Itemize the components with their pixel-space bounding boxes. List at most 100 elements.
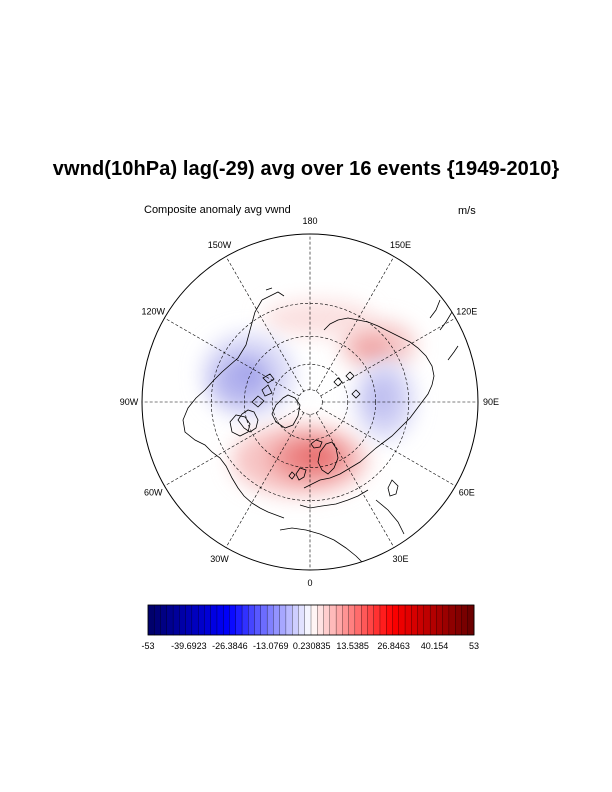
meridian-line bbox=[320, 407, 456, 487]
colorbar-box bbox=[241, 604, 249, 636]
colorbar-box bbox=[273, 604, 281, 636]
graticule bbox=[142, 234, 478, 570]
meridian-line bbox=[315, 256, 395, 392]
colorbar-box bbox=[179, 604, 187, 636]
coastline-north-america bbox=[182, 299, 285, 519]
colorbar-box bbox=[254, 604, 262, 636]
colorbar-box bbox=[360, 604, 368, 636]
coastline-canadian-archipelago bbox=[251, 373, 275, 408]
colorbar-box bbox=[229, 604, 237, 636]
colorbar-box bbox=[298, 604, 306, 636]
colorbar-frame bbox=[147, 604, 475, 636]
colorbar-box bbox=[160, 604, 168, 636]
colorbar-box bbox=[185, 604, 193, 636]
colorbar-box bbox=[423, 604, 431, 636]
colorbar-tick-label: 26.8463 bbox=[377, 641, 410, 651]
colorbar-box bbox=[455, 604, 462, 636]
coastline-alaska bbox=[261, 287, 285, 301]
longitude-label: 60E bbox=[459, 488, 475, 498]
colorbar-box bbox=[398, 604, 406, 636]
colorbar-box bbox=[342, 604, 350, 636]
colorbar-box bbox=[373, 604, 381, 636]
colorbar-box bbox=[367, 604, 375, 636]
longitude-label: 120E bbox=[456, 307, 477, 317]
longitude-label: 60W bbox=[144, 488, 163, 498]
anomaly-field bbox=[142, 234, 478, 570]
meridian-line bbox=[225, 256, 305, 392]
units-label: m/s bbox=[458, 205, 476, 217]
colorbar-box bbox=[404, 604, 412, 636]
plot-title: vwnd(10hPa) lag(-29) avg over 16 events … bbox=[52, 158, 560, 180]
colorbar-tick-label: 40.154 bbox=[421, 641, 449, 651]
longitude-label: 30E bbox=[392, 554, 408, 564]
meridian-line bbox=[320, 317, 456, 397]
colorbar-box bbox=[392, 604, 400, 636]
left-subtitle: Composite anomaly avg vwnd bbox=[144, 204, 291, 216]
colorbar-box bbox=[216, 604, 224, 636]
colorbar-box bbox=[210, 604, 218, 636]
colorbar-box bbox=[223, 604, 230, 636]
coastline-arctic-islands bbox=[333, 371, 361, 399]
coastline-iceland bbox=[310, 439, 323, 449]
colorbar-box bbox=[317, 604, 324, 636]
colorbar-tick-label: 13.5385 bbox=[336, 641, 369, 651]
colorbar-tick-label: -39.6923 bbox=[171, 641, 207, 651]
longitude-label: 90W bbox=[120, 397, 139, 407]
colorbar-box bbox=[467, 604, 475, 636]
colorbar-box bbox=[354, 604, 362, 636]
colorbar-box bbox=[411, 604, 419, 636]
colorbar-box bbox=[304, 604, 312, 636]
colorbar-box bbox=[448, 604, 456, 636]
colorbar-box bbox=[197, 604, 205, 636]
colorbar-box bbox=[204, 604, 212, 636]
colorbar-box bbox=[461, 604, 469, 636]
colorbar-box bbox=[260, 604, 268, 636]
longitude-label: 90E bbox=[483, 397, 499, 407]
colorbar: -53 -39.6923 -26.3846 -13.0769 0.230835 13.53… bbox=[141, 604, 479, 651]
coastline-greenland bbox=[271, 394, 301, 429]
coastline-uk bbox=[288, 467, 307, 481]
longitude-label: 30W bbox=[210, 554, 229, 564]
meridian-line bbox=[164, 407, 300, 487]
colorbar-box bbox=[266, 604, 274, 636]
colorbar-box bbox=[310, 604, 318, 636]
meridian-line bbox=[315, 412, 395, 548]
longitude-label: 0 bbox=[307, 578, 312, 588]
colorbar-box bbox=[329, 604, 337, 636]
colorbar-box bbox=[335, 604, 343, 636]
anomaly-region-east-siberia bbox=[340, 321, 416, 369]
longitude-label: 120W bbox=[141, 307, 165, 317]
colorbar-box bbox=[436, 604, 444, 636]
anomaly-region-north-america bbox=[202, 333, 294, 417]
coastline-africa bbox=[279, 499, 405, 565]
colorbar-tick-label: -53 bbox=[141, 641, 154, 651]
coastline-caspian bbox=[387, 479, 399, 497]
colorbar-box bbox=[442, 604, 450, 636]
anomaly-region-north-atlantic-europe bbox=[232, 424, 368, 496]
anomaly-region-north-pacific bbox=[263, 300, 373, 336]
colorbar-box bbox=[279, 604, 287, 636]
colorbar-tick-label: 0.230835 bbox=[293, 641, 331, 651]
colorbar-box bbox=[292, 604, 299, 636]
colorbar-tick-label: -26.3846 bbox=[212, 641, 248, 651]
colorbar-box bbox=[154, 604, 161, 636]
anomaly-region-central-asia bbox=[355, 360, 415, 440]
colorbar-box bbox=[248, 604, 256, 636]
colorbar-box bbox=[172, 604, 180, 636]
map-border bbox=[141, 233, 479, 571]
meridian-line bbox=[225, 412, 305, 548]
colorbar-box bbox=[386, 604, 393, 636]
coastline-scandinavia bbox=[317, 441, 339, 475]
coastline-eurasia bbox=[303, 317, 435, 489]
longitude-labels: 180 150E 120E 90E 60E 30E 0 30W 60W 90W 120W 150W bbox=[120, 216, 499, 588]
colorbar-tick-label: -13.0769 bbox=[253, 641, 289, 651]
latitude-circle bbox=[243, 335, 377, 469]
colorbar-box bbox=[379, 604, 387, 636]
coastline-hudson-bay bbox=[229, 414, 251, 437]
colorbar-box bbox=[285, 604, 293, 636]
coastlines bbox=[182, 287, 459, 565]
longitude-label: 180 bbox=[302, 216, 317, 226]
colorbar-box bbox=[191, 604, 199, 636]
colorbar-box bbox=[323, 604, 331, 636]
